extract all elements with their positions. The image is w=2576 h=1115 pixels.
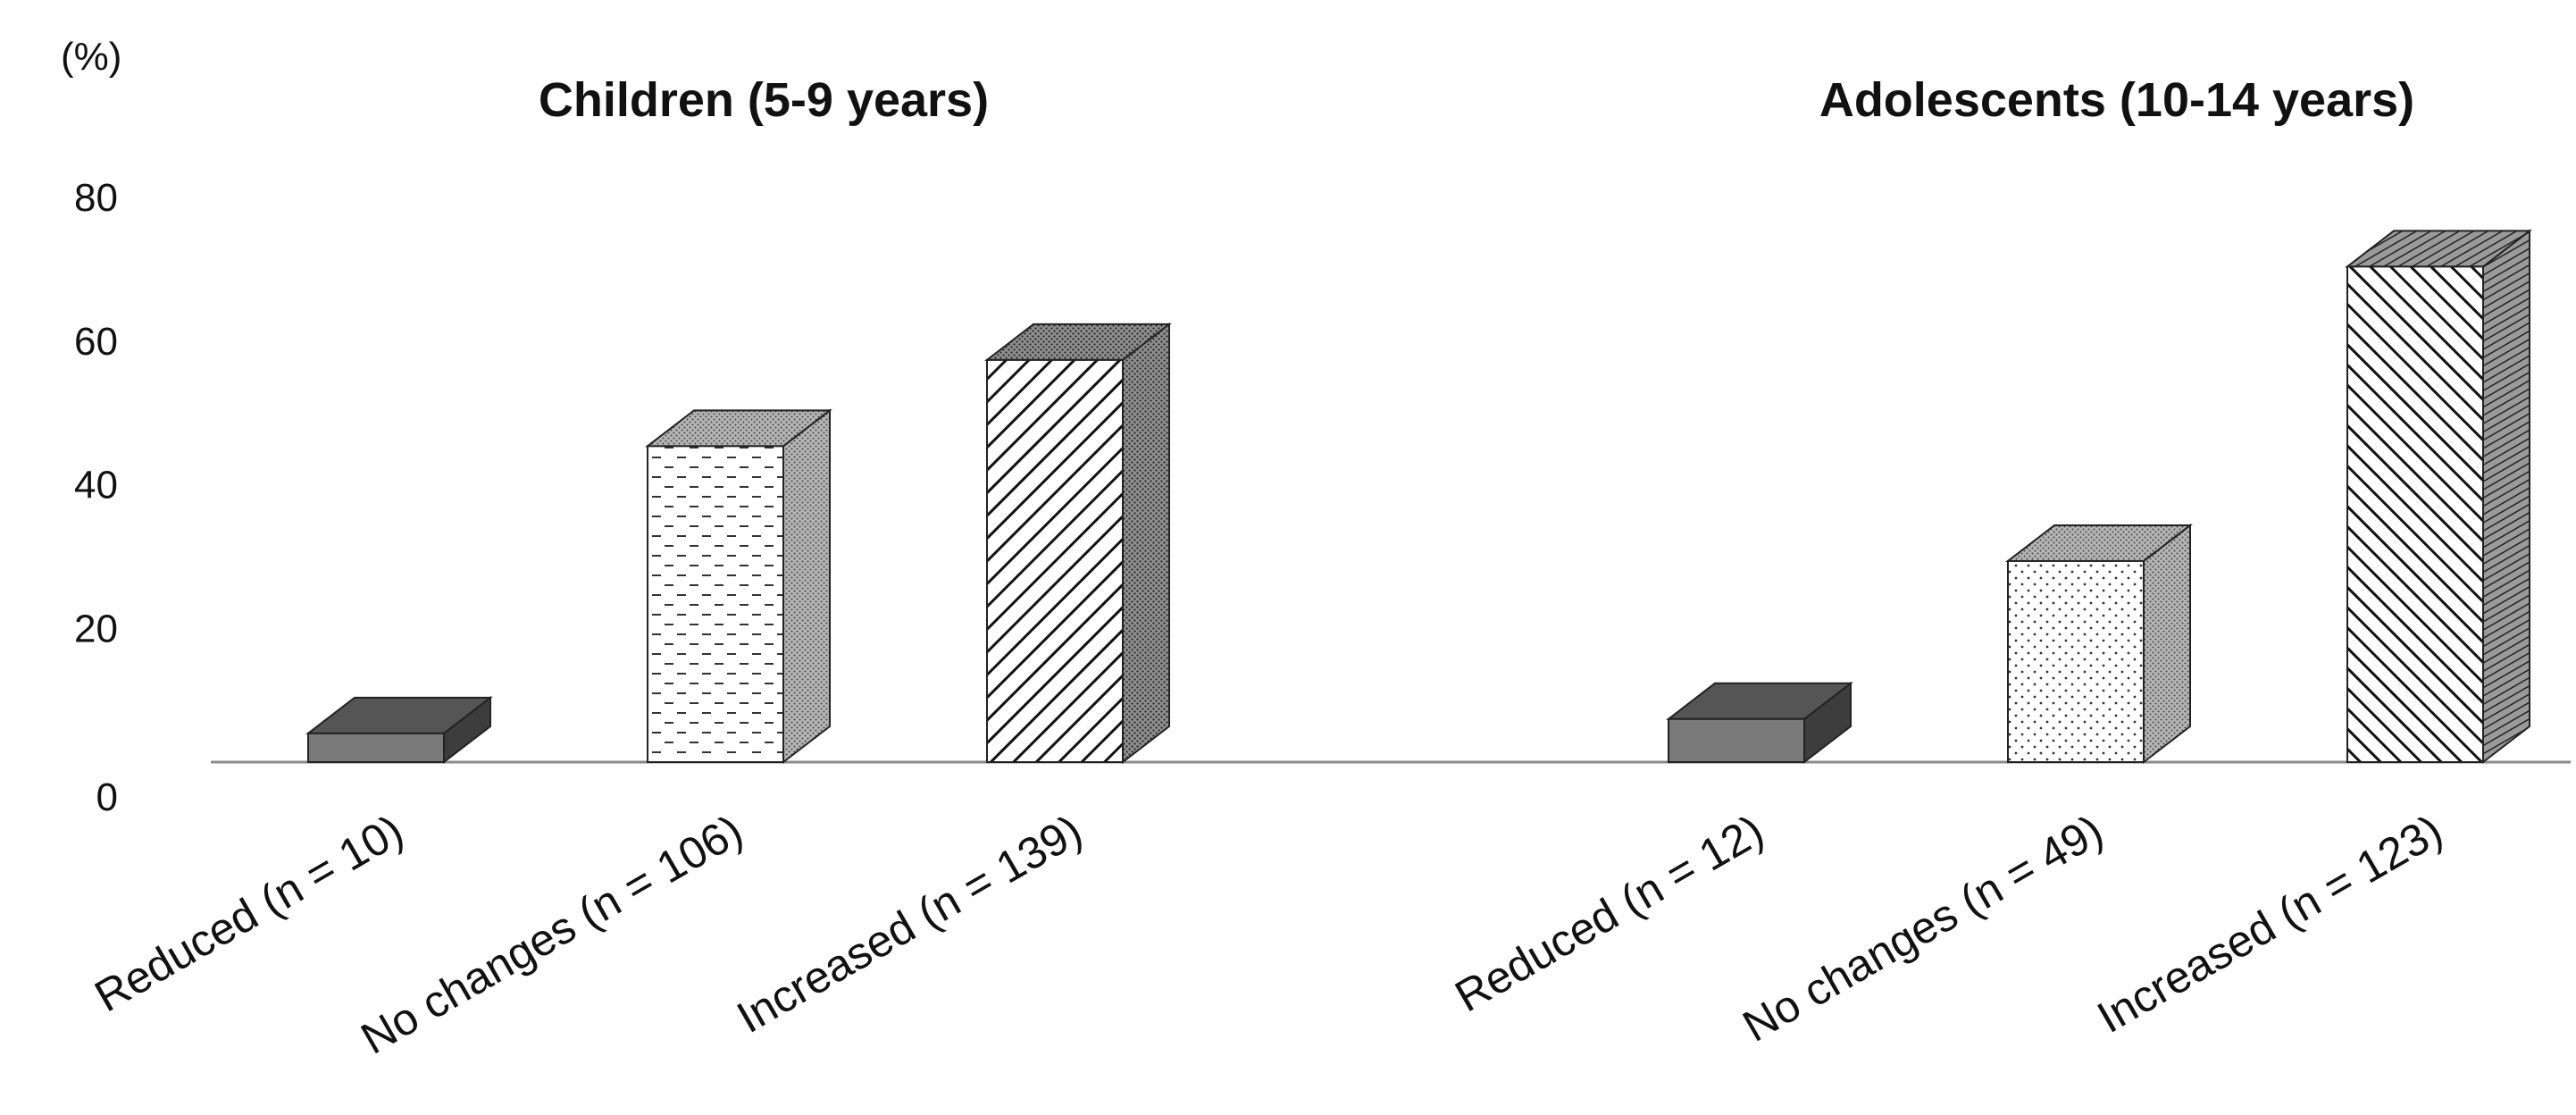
category-labels: Reduced (n = 10)No changes (n = 106)Incr… [87,805,2451,1064]
y-tick-label: 40 [74,464,118,507]
bar-front-face [1668,717,1805,764]
category-label: No changes (n = 106) [353,805,751,1064]
category-label: Reduced (n = 10) [87,805,412,1021]
bar-side-face [2482,229,2530,765]
bar-side-face [782,408,831,765]
bar-children-2 [984,322,1172,765]
bar-side-face [1122,322,1170,765]
bar-front-face [2346,265,2484,764]
y-tick-label: 20 [74,607,118,650]
bar-side-face [2143,523,2191,765]
category-label: Reduced (n = 12) [1447,805,1772,1021]
y-tick-label: 0 [96,775,118,819]
y-tick-label: 60 [74,320,118,364]
bar-front-face [647,445,784,763]
bars-group [305,229,2532,765]
bar-front-face [986,358,1124,763]
panel-title-children: Children (5-9 years) [539,73,989,127]
bar-adolescents-0 [1666,681,1853,765]
panel-title-adolescents: Adolescents (10-14 years) [1819,73,2414,127]
bar-adolescents-2 [2345,229,2532,765]
y-tick-label: 80 [74,176,118,220]
category-label: Increased (n = 123) [2089,805,2451,1043]
y-axis-ticks: 0 20 40 60 80 [74,176,118,819]
category-label: Increased (n = 139) [729,805,1091,1043]
y-unit-label: (%) [61,35,121,79]
bar-children-0 [305,695,493,765]
category-label: No changes (n = 49) [1735,805,2112,1052]
bar-front-face [307,732,445,763]
bar-children-1 [645,408,832,765]
bar-front-face [2007,559,2145,764]
bar-adolescents-1 [2005,523,2193,765]
